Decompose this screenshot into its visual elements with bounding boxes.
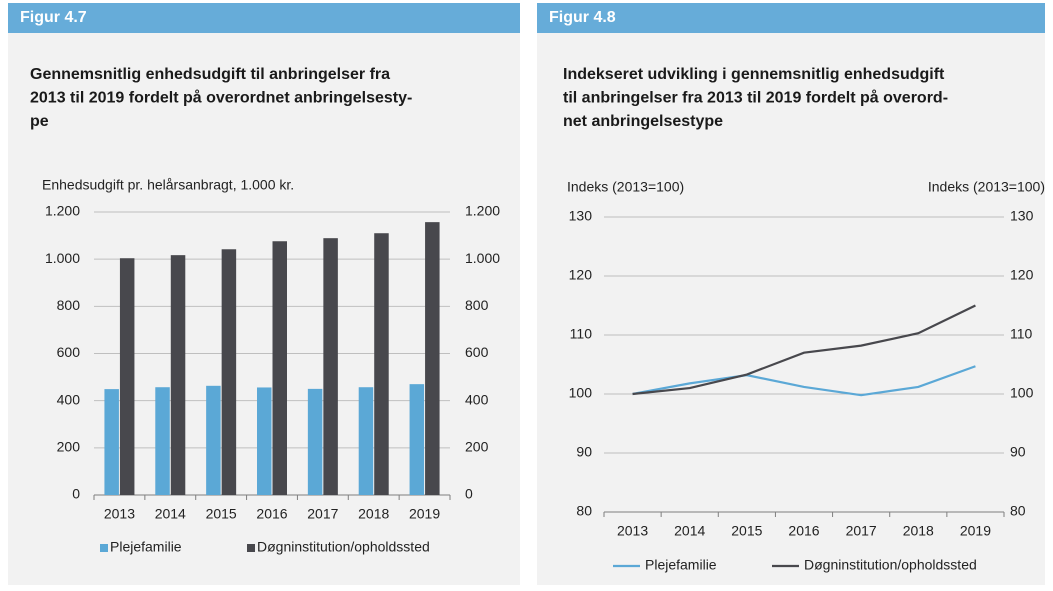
bar (307, 388, 323, 495)
y-axis-label: Indeks (2013=100) (567, 179, 684, 195)
chart-title: Indekseret udvikling i gennemsnitlig enh… (563, 66, 945, 83)
panel-header (537, 3, 1045, 33)
bar (272, 241, 287, 495)
y2-tick-label: 200 (465, 439, 489, 455)
y2-tick-label: 400 (465, 391, 489, 407)
x-tick-label: 2015 (731, 523, 762, 539)
y2-tick-label: 0 (465, 486, 473, 502)
bar (425, 222, 440, 495)
y-tick-label: 110 (570, 326, 593, 342)
x-tick-label: 2015 (206, 506, 237, 522)
line (632, 365, 976, 397)
y2-axis-label: Indeks (2013=100) (928, 179, 1045, 195)
y-tick-label: 130 (569, 208, 593, 224)
x-tick-label: 2018 (358, 506, 389, 522)
legend-swatch (247, 544, 255, 552)
panel (537, 3, 1045, 585)
x-tick-label: 2017 (307, 506, 338, 522)
x-tick-label: 2019 (409, 506, 440, 522)
x-tick-label: 2013 (104, 506, 135, 522)
bar (206, 385, 221, 495)
y-tick-label: 400 (57, 391, 81, 407)
legend-label: Døgninstitution/opholdssted (804, 557, 977, 573)
x-tick-label: 2014 (674, 523, 705, 539)
chart-title: 2013 til 2019 fordelt på overordnet anbr… (30, 89, 412, 107)
bar (323, 238, 338, 496)
chart-title: pe (30, 113, 49, 130)
y-tick-label: 120 (569, 267, 593, 283)
y-tick-label: 80 (576, 503, 592, 519)
panel-header (8, 3, 520, 33)
chart-title: net anbringelsestype (563, 113, 723, 130)
y2-tick-label: 120 (1010, 267, 1034, 283)
bar (221, 249, 237, 495)
legend-swatch (100, 544, 108, 552)
legend-label: Døgninstitution/opholdssted (257, 539, 430, 555)
bar (119, 258, 135, 495)
bar (409, 384, 425, 495)
x-tick-label: 2014 (155, 506, 186, 522)
y2-tick-label: 110 (1010, 326, 1033, 342)
line (632, 304, 976, 396)
figure-label: Figur 4.7 (20, 9, 87, 26)
figure-label: Figur 4.8 (549, 9, 616, 26)
chart-title: til anbringelser fra 2013 til 2019 forde… (563, 89, 948, 107)
bar (170, 255, 186, 495)
y2-tick-label: 800 (465, 297, 489, 313)
bar (155, 387, 170, 495)
y2-tick-label: 1.000 (465, 250, 500, 266)
x-tick-label: 2018 (903, 523, 934, 539)
y-tick-label: 600 (57, 344, 81, 360)
y2-tick-label: 130 (1010, 208, 1034, 224)
x-tick-label: 2016 (788, 523, 819, 539)
y2-tick-label: 600 (465, 344, 489, 360)
bar (358, 387, 374, 495)
y-tick-label: 200 (57, 439, 81, 455)
y2-tick-label: 80 (1010, 503, 1026, 519)
bar (257, 387, 272, 495)
bar (104, 389, 119, 495)
y2-tick-label: 90 (1010, 444, 1026, 460)
x-tick-label: 2017 (846, 523, 877, 539)
y2-tick-label: 1.200 (465, 203, 500, 219)
legend-label: Plejefamilie (645, 557, 717, 573)
y-tick-label: 90 (576, 444, 592, 460)
x-tick-label: 2019 (960, 523, 991, 539)
y-tick-label: 100 (569, 385, 593, 401)
y2-tick-label: 100 (1010, 385, 1034, 401)
x-tick-label: 2013 (617, 523, 648, 539)
chart-title: Gennemsnitlig enhedsudgift til anbringel… (30, 66, 390, 83)
y-tick-label: 1.000 (45, 250, 80, 266)
y-tick-label: 800 (57, 297, 81, 313)
x-tick-label: 2016 (256, 506, 287, 522)
y-tick-label: 1.200 (45, 203, 80, 219)
y-axis-label: Enhedsudgift pr. helårsanbragt, 1.000 kr… (42, 177, 294, 193)
bar (374, 233, 389, 495)
y-tick-label: 0 (72, 486, 80, 502)
legend-label: Plejefamilie (110, 539, 182, 555)
